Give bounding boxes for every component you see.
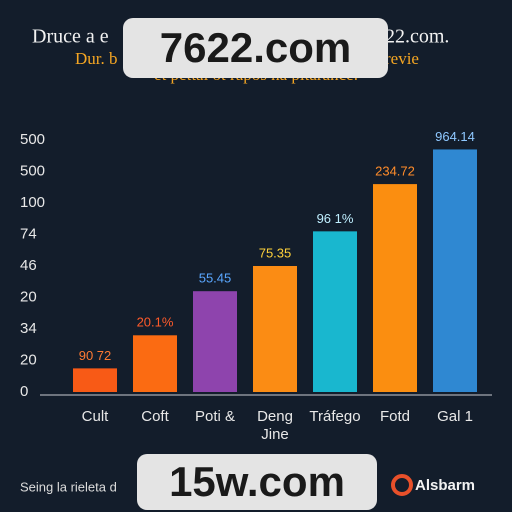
bar [253,266,297,392]
x-tick-label: Coft [141,408,169,425]
y-tick-label: 20 [20,351,37,368]
subtitle-line: revie [385,49,419,68]
title-line: Druce a e [32,26,109,48]
y-tick-label: 500 [20,162,45,179]
x-tick-label: Gal 1 [437,408,473,425]
bar [133,335,177,392]
bar [193,291,237,392]
y-tick-label: 46 [20,257,37,274]
subtitle-line: Dur. b [75,49,118,68]
logo-text: Alsbarm [415,477,475,494]
bar [73,368,117,392]
bar [373,184,417,392]
bar [313,231,357,392]
watermark: 7622.com [123,18,388,78]
logo-icon [391,474,413,496]
y-tick-label: 0 [20,383,28,400]
x-tick-label: Fotd [379,408,410,425]
value-label: 75.35 [259,245,292,260]
value-label: 96 1% [317,211,354,226]
value-label: 234.72 [375,164,415,179]
value-label: 90 72 [79,348,112,363]
x-tick-label: Deng Jine [257,408,293,443]
y-tick-label: 34 [20,320,37,337]
x-tick-label: Tráfego [309,408,361,425]
value-label: 55.45 [199,271,232,286]
y-tick-label: 20 [20,288,37,305]
x-tick-label: Cult [81,408,109,425]
value-label: 964.14 [435,129,475,144]
y-tick-label: 500 [20,131,45,148]
value-label: 20.1% [137,315,174,330]
y-tick-label: 74 [20,225,37,242]
bar [433,149,477,392]
y-tick-label: 100 [20,194,45,211]
watermark: 15w.com [137,454,377,510]
title-line: 22.com. [385,26,449,48]
x-tick-label: Poti & [194,408,236,425]
footer: Seing la rieleta d [20,479,117,494]
